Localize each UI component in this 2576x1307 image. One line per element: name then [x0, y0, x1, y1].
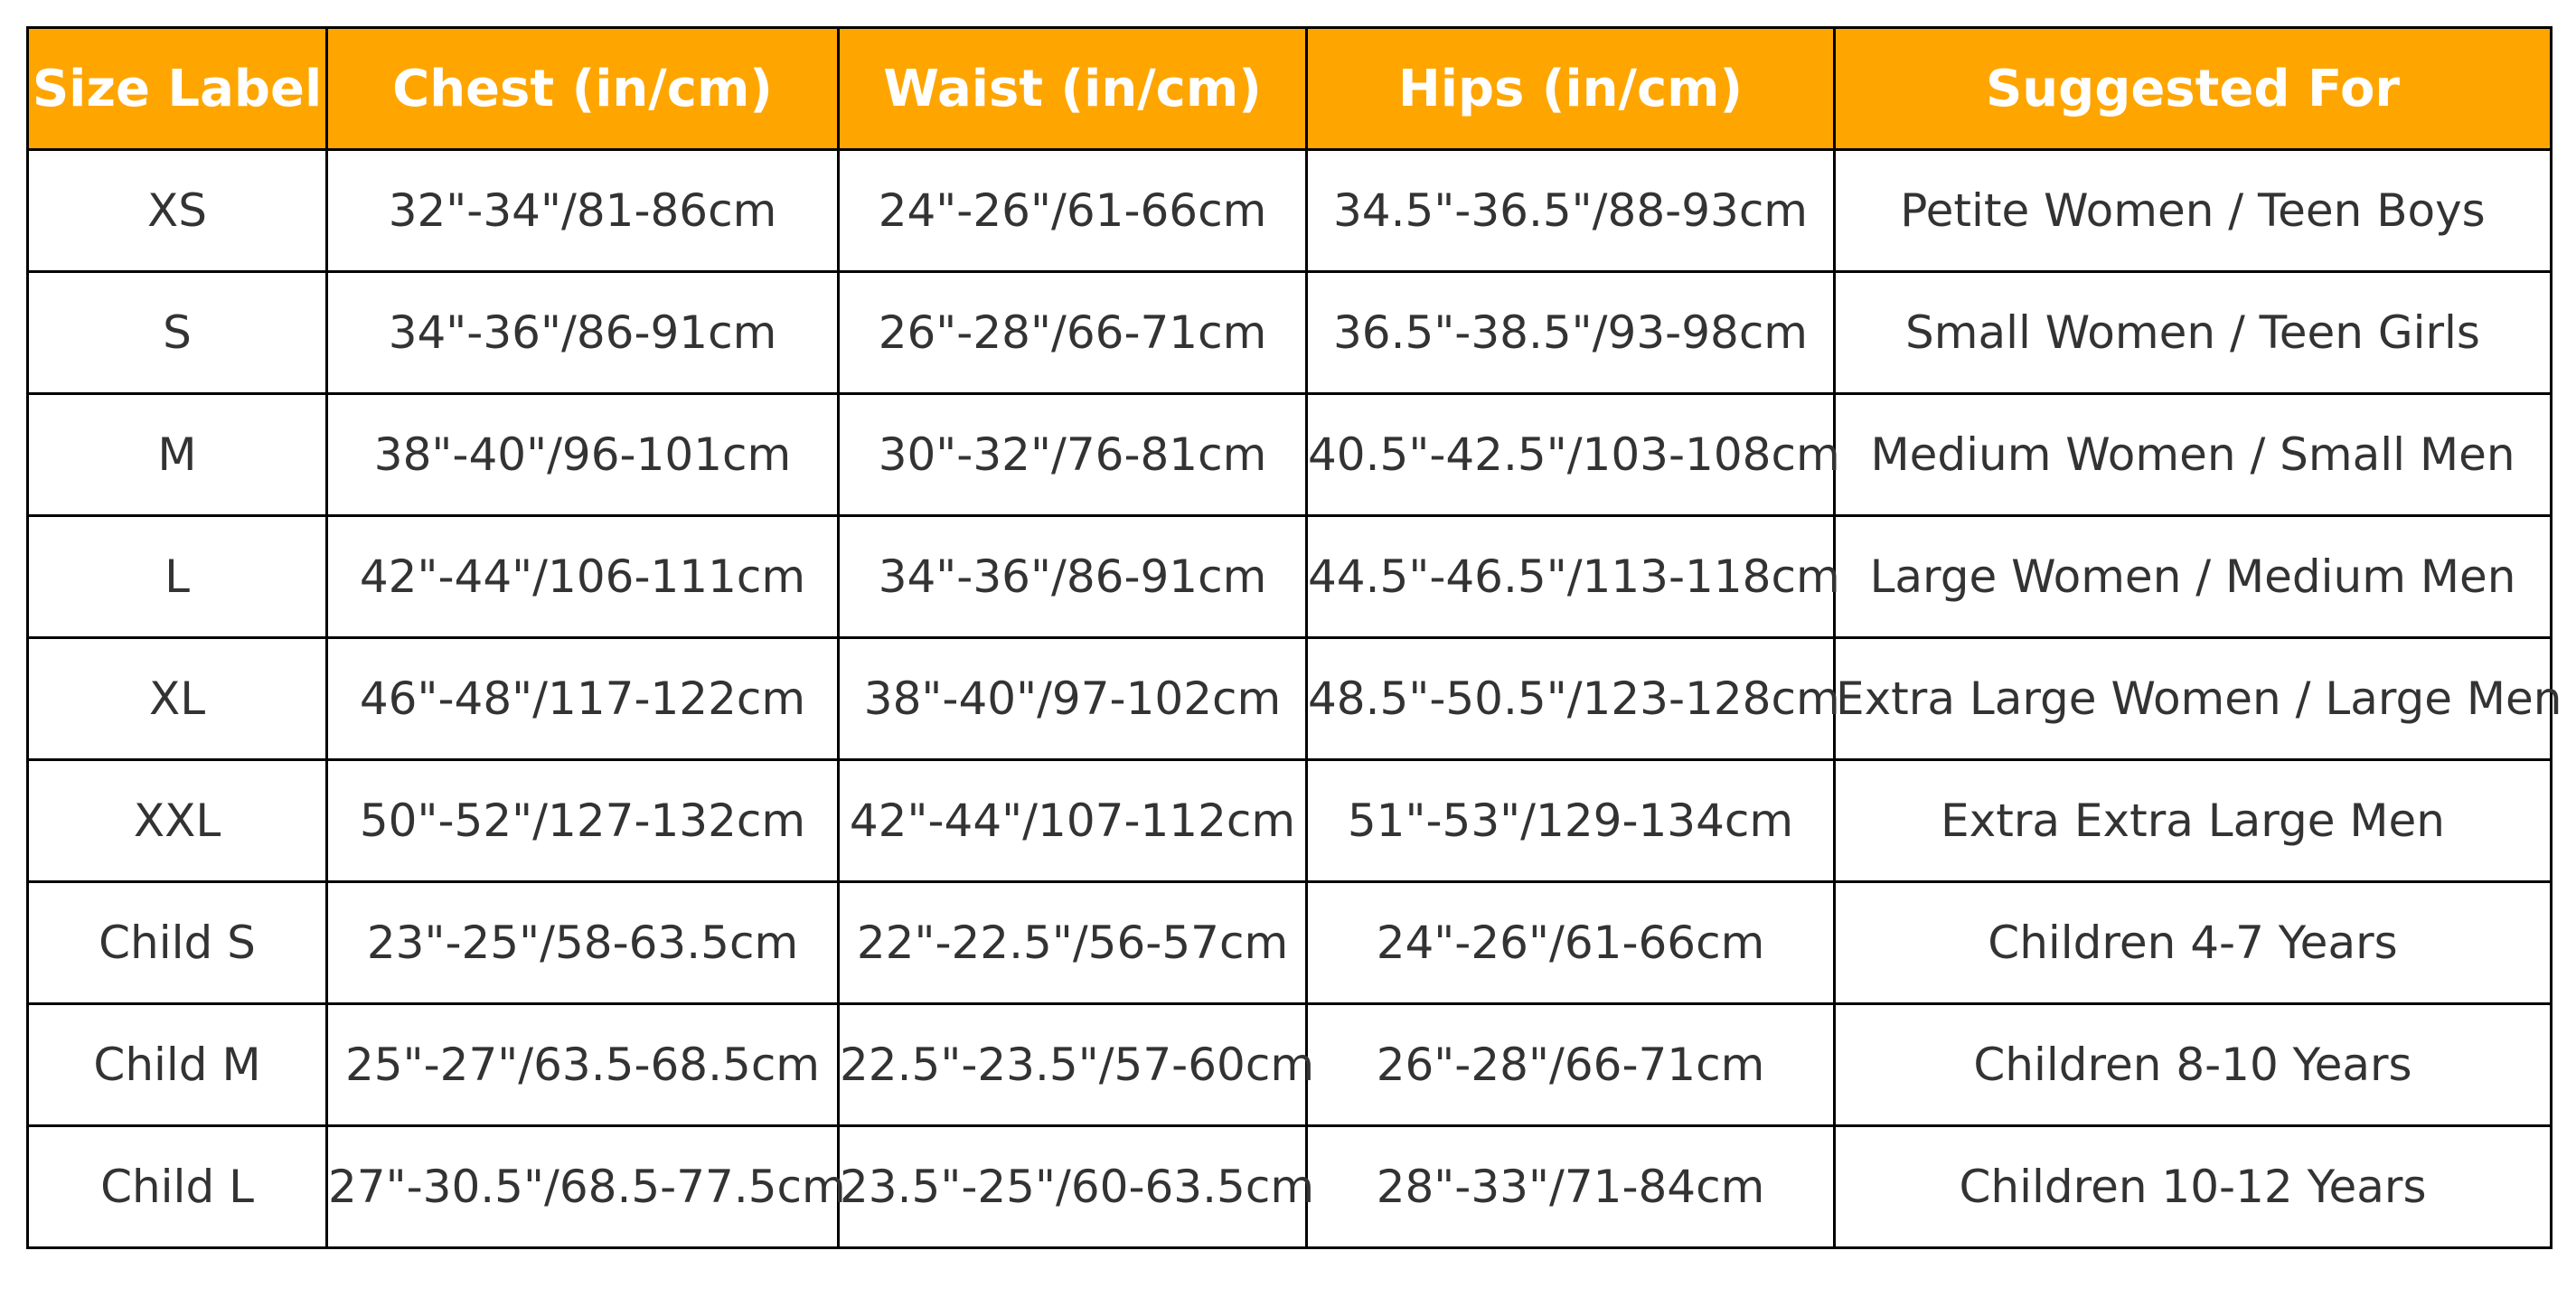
- size-label-cell: M: [26, 392, 328, 517]
- table-row: XS 32"-34"/81-86cm 24"-26"/61-66cm 34.5"-36…: [26, 148, 2552, 273]
- size-label-cell: S: [26, 270, 328, 395]
- hips-cell: 34.5"-36.5"/88-93cm: [1305, 148, 1836, 273]
- size-label-cell: XXL: [26, 758, 328, 883]
- waist-cell: 38"-40"/97-102cm: [837, 636, 1308, 761]
- waist-cell: 26"-28"/66-71cm: [837, 270, 1308, 395]
- waist-cell: 22"-22.5"/56-57cm: [837, 880, 1308, 1005]
- chest-cell: 46"-48"/117-122cm: [325, 636, 840, 761]
- suggested-for-cell: Extra Large Women / Large Men: [1833, 636, 2562, 761]
- header-row: Size Label Chest (in/cm) Waist (in/cm) H…: [26, 26, 2552, 151]
- chest-cell: 27"-30.5"/68.5-77.5cm: [325, 1124, 846, 1249]
- suggested-for-cell: Medium Women / Small Men: [1833, 392, 2552, 517]
- hips-cell: 28"-33"/71-84cm: [1305, 1124, 1836, 1249]
- chest-cell: 42"-44"/106-111cm: [325, 514, 840, 639]
- suggested-for-cell: Children 10-12 Years: [1833, 1124, 2552, 1249]
- table-body: XS 32"-34"/81-86cm 24"-26"/61-66cm 34.5"-36…: [26, 148, 2562, 1249]
- size-label-cell: L: [26, 514, 328, 639]
- table-row: M 38"-40"/96-101cm 30"-32"/76-81cm 40.5"-42…: [26, 392, 2552, 517]
- waist-cell: 24"-26"/61-66cm: [837, 148, 1308, 273]
- chest-cell: 38"-40"/96-101cm: [325, 392, 840, 517]
- suggested-for-cell: Children 8-10 Years: [1833, 1002, 2552, 1127]
- table-row: Child S 23"-25"/58-63.5cm 22"-22.5"/56-57c…: [26, 880, 2552, 1005]
- header-suggested-for: Suggested For: [1833, 26, 2552, 151]
- size-label-cell: XL: [26, 636, 328, 761]
- chest-cell: 25"-27"/63.5-68.5cm: [325, 1002, 840, 1127]
- hips-cell: 40.5"-42.5"/103-108cm: [1305, 392, 1840, 517]
- size-label-cell: Child M: [26, 1002, 328, 1127]
- waist-cell: 22.5"-23.5"/57-60cm: [837, 1002, 1314, 1127]
- chest-cell: 50"-52"/127-132cm: [325, 758, 840, 883]
- chest-cell: 34"-36"/86-91cm: [325, 270, 840, 395]
- table-row: XL 46"-48"/117-122cm 38"-40"/97-102cm 48.5"…: [26, 636, 2562, 761]
- hips-cell: 36.5"-38.5"/93-98cm: [1305, 270, 1836, 395]
- table-row: Child M 25"-27"/63.5-68.5cm 22.5"-23.5"/57…: [26, 1002, 2552, 1127]
- hips-cell: 48.5"-50.5"/123-128cm: [1305, 636, 1840, 761]
- size-label-cell: XS: [26, 148, 328, 273]
- chest-cell: 32"-34"/81-86cm: [325, 148, 840, 273]
- chest-cell: 23"-25"/58-63.5cm: [325, 880, 840, 1005]
- suggested-for-cell: Extra Extra Large Men: [1833, 758, 2552, 883]
- hips-cell: 24"-26"/61-66cm: [1305, 880, 1836, 1005]
- waist-cell: 30"-32"/76-81cm: [837, 392, 1308, 517]
- table-row: Child L 27"-30.5"/68.5-77.5cm 23.5"-25"/60…: [26, 1124, 2552, 1249]
- hips-cell: 26"-28"/66-71cm: [1305, 1002, 1836, 1127]
- header-chest: Chest (in/cm): [325, 26, 840, 151]
- suggested-for-cell: Large Women / Medium Men: [1833, 514, 2552, 639]
- waist-cell: 23.5"-25"/60-63.5cm: [837, 1124, 1314, 1249]
- waist-cell: 42"-44"/107-112cm: [837, 758, 1308, 883]
- size-label-cell: Child S: [26, 880, 328, 1005]
- table-row: S 34"-36"/86-91cm 26"-28"/66-71cm 36.5"-38.…: [26, 270, 2552, 395]
- header-hips: Hips (in/cm): [1305, 26, 1836, 151]
- suggested-for-cell: Children 4-7 Years: [1833, 880, 2552, 1005]
- suggested-for-cell: Petite Women / Teen Boys: [1833, 148, 2552, 273]
- size-label-cell: Child L: [26, 1124, 328, 1249]
- hips-cell: 44.5"-46.5"/113-118cm: [1305, 514, 1840, 639]
- table-row: L 42"-44"/106-111cm 34"-36"/86-91cm 44.5"-4…: [26, 514, 2552, 639]
- suggested-for-cell: Small Women / Teen Girls: [1833, 270, 2552, 395]
- header-size-label: Size Label: [26, 26, 328, 151]
- header-waist: Waist (in/cm): [837, 26, 1308, 151]
- table-row: XXL 50"-52"/127-132cm 42"-44"/107-112cm 51"…: [26, 758, 2552, 883]
- size-chart-table: Size Label Chest (in/cm) Waist (in/cm) H…: [26, 26, 2562, 1249]
- hips-cell: 51"-53"/129-134cm: [1305, 758, 1836, 883]
- waist-cell: 34"-36"/86-91cm: [837, 514, 1308, 639]
